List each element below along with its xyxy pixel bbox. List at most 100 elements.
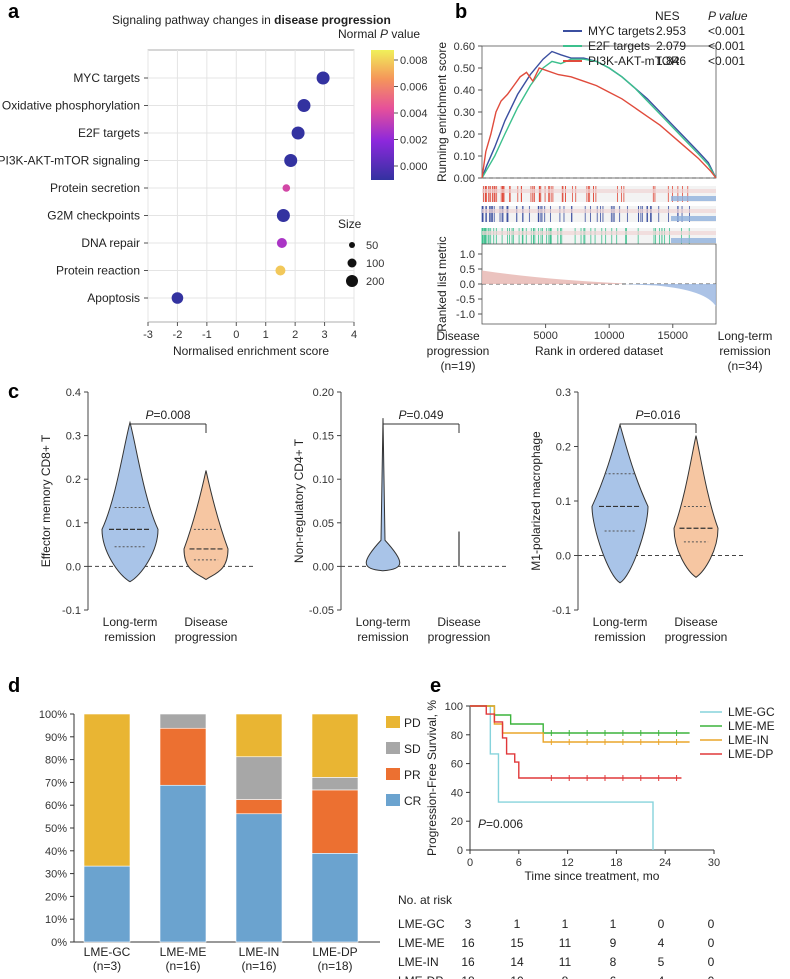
- panel-c2-ytick-label: 0.00: [313, 561, 334, 573]
- panel-c2-ytick-label: 0.05: [313, 518, 334, 530]
- panel-d-ytick-label: 10%: [45, 914, 67, 926]
- panel-c1-ytick-label: 0.3: [66, 431, 81, 443]
- panel-b-legend-p: <0.001: [708, 54, 745, 68]
- panel-e-legend-label: LME-ME: [728, 719, 775, 733]
- panel-b-metric-ytick-label: -0.5: [456, 294, 475, 306]
- panel-e-ytick-label: 60: [451, 759, 463, 771]
- panel-b-metric-positive: [482, 270, 622, 284]
- panel-b-series-line: [481, 67, 717, 179]
- panel-e-risk-value: 1: [514, 917, 521, 931]
- panel-a-dot: [282, 184, 291, 192]
- panel-b-ytick-label: 0.20: [454, 129, 475, 141]
- panel-b-metric-negative: [622, 284, 716, 307]
- panel-a-dot: [316, 71, 330, 85]
- panel-e-risk-value: 10: [510, 974, 524, 979]
- panel-a-xtick-label: 0: [233, 329, 239, 341]
- panel-e-risk-group: LME-DP: [398, 974, 443, 979]
- panel-label-e: e: [430, 675, 441, 697]
- panel-b-legend-nes: 2.079: [656, 39, 686, 53]
- panel-a-dot: [276, 209, 290, 222]
- panel-d-ytick-label: 100%: [39, 709, 67, 721]
- panel-label-a: a: [8, 1, 20, 23]
- panel-d-bar-segment: [311, 789, 359, 854]
- panel-b-legend-name: PI3K-AKT-mTOR: [588, 54, 680, 68]
- panel-d-category-label: LME-IN: [239, 945, 280, 959]
- panel-e-risk-value: 1: [610, 917, 617, 931]
- panel-a-size-legend-dot: [349, 242, 355, 248]
- panel-c2-ylabel: Non-regulatory CD4+ T: [292, 438, 306, 563]
- panel-d-bar-segment: [311, 853, 359, 943]
- panel-e-risk-value: 11: [559, 936, 572, 950]
- panel-label-b: b: [455, 1, 467, 23]
- panel-d-category-n: (n=3): [93, 959, 121, 973]
- panel-e-risk-value: 0: [658, 917, 665, 931]
- panel-d-category-label: LME-GC: [84, 945, 131, 959]
- panel-b-xlabel: Rank in ordered dataset: [535, 344, 664, 358]
- panel-label-d: d: [8, 675, 20, 697]
- panel-a-colorbar-label: 0.006: [400, 82, 428, 94]
- panel-a-size-legend-title: Size: [338, 217, 362, 231]
- panel-e-xlabel: Time since treatment, mo: [525, 869, 660, 883]
- panel-a-category-label: Apoptosis: [87, 291, 140, 305]
- panel-a-category-label: Oxidative phosphorylation: [2, 99, 140, 113]
- panel-e-risk-group: LME-ME: [398, 936, 445, 950]
- panel-a-dot: [276, 238, 287, 248]
- panel-c1-ytick-label: 0.2: [66, 474, 81, 486]
- panel-e-risk-value: 0: [708, 917, 715, 931]
- panel-d-bar-segment: [159, 784, 207, 943]
- panel-a-category-label: DNA repair: [81, 236, 140, 250]
- panel-e-legend-label: LME-GC: [728, 705, 775, 719]
- panel-d-ytick-label: 90%: [45, 732, 67, 744]
- panel-c2-ytick-label: 0.10: [313, 474, 334, 486]
- panel-b-legend-nes: 2.953: [656, 24, 686, 38]
- panel-a-size-legend-dot: [346, 275, 358, 287]
- panel-e-risk-value: 3: [465, 917, 472, 931]
- panel-b-left-label: (n=19): [440, 359, 475, 373]
- panel-c1-violin-body: [183, 470, 229, 581]
- panel-e-risk-group: LME-IN: [398, 955, 439, 969]
- panel-c1-ytick-label: 0.0: [66, 561, 81, 573]
- panel-e-ytick-label: 20: [451, 816, 463, 828]
- panel-e-risk-value: 1: [562, 917, 569, 931]
- panel-e-xtick-label: 6: [516, 857, 522, 869]
- panel-b-left-label: Disease: [436, 329, 480, 343]
- panel-b-heat-strip-blue: [671, 238, 716, 243]
- panel-d-bar-segment: [311, 777, 359, 791]
- panel-e-xtick-label: 12: [561, 857, 573, 869]
- panel-a-category-label: G2M checkpoints: [47, 209, 140, 223]
- panel-e-km-curve: [470, 705, 682, 779]
- panel-c2-pvalue: P=0.049: [398, 408, 443, 422]
- panel-c3-ytick-label: -0.1: [552, 605, 571, 617]
- panel-b-ylabel-top: Running enrichment score: [435, 42, 449, 182]
- panel-b-right-label: Long-term: [718, 329, 773, 343]
- panel-c3-group-label: Long-term: [593, 615, 648, 629]
- panel-b-ytick-label: 0.50: [454, 63, 475, 75]
- panel-d-ytick-label: 20%: [45, 891, 67, 903]
- panel-e-xtick-label: 24: [659, 857, 671, 869]
- panel-b-legend-name: E2F targets: [588, 39, 650, 53]
- panel-d-category-n: (n=16): [241, 959, 276, 973]
- panel-e-risk-value: 14: [510, 955, 524, 969]
- panel-a-category-label: Protein secretion: [50, 181, 140, 195]
- panel-a-colorbar-label: 0.004: [400, 108, 428, 120]
- panel-e-risk-value: 0: [708, 936, 715, 950]
- panel-d-category-n: (n=18): [317, 959, 352, 973]
- panel-b-heat-strip-blue: [671, 196, 716, 201]
- panel-a-dot: [284, 154, 298, 167]
- panel-c1-group-label: progression: [175, 630, 238, 644]
- panel-a-size-legend-label: 100: [366, 258, 384, 270]
- panel-b-heat-strip: [482, 189, 716, 193]
- panel-e-risk-value: 16: [461, 955, 475, 969]
- panel-d-ytick-label: 50%: [45, 823, 67, 835]
- panel-d-ytick-label: 70%: [45, 777, 67, 789]
- panel-b-metric-ytick-label: -1.0: [456, 309, 475, 321]
- panel-c3-ytick-label: 0.0: [556, 551, 571, 563]
- panel-a-xtick-label: 1: [263, 329, 269, 341]
- panel-a-xtick-label: 2: [292, 329, 298, 341]
- panel-b-ytick-label: 0.00: [454, 173, 475, 185]
- panel-b-series-line: [481, 58, 717, 179]
- panel-a-colorbar-label: 0.000: [400, 161, 428, 173]
- panel-b-ytick-label: 0.10: [454, 151, 475, 163]
- panel-b-metric-ytick-label: 0.0: [460, 279, 475, 291]
